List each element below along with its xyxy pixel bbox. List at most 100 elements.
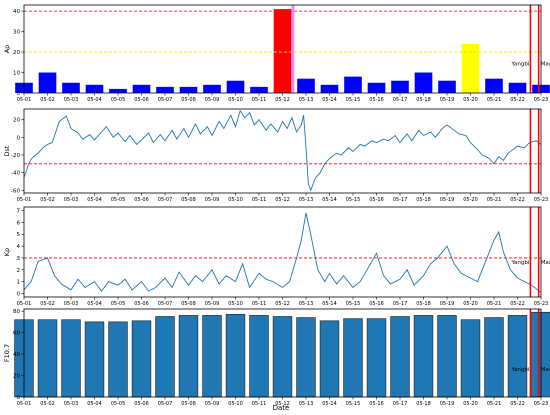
dst-xtick-label: 05-21	[487, 197, 502, 203]
f107-ytick-label: 80	[13, 309, 20, 315]
ap-bar-05-11	[250, 86, 268, 93]
ap-xtick-label: 05-11	[252, 97, 267, 103]
ap-bar-05-21	[485, 78, 503, 93]
f107-xtick-label: 05-23	[534, 401, 549, 407]
f107-xtick-label: 05-19	[440, 401, 455, 407]
ap-bar-05-02	[38, 72, 57, 93]
f107-xtick-label: 05-07	[158, 401, 173, 407]
dst-xtick-label: 05-01	[17, 197, 32, 203]
dst-panel: -60 -40 -20 0 20 Dst 05-01 05-02 05-03 05-04 05-05…	[3, 108, 548, 203]
kp-xtick-label: 05-04	[87, 301, 102, 307]
kp-xtick-label: 05-07	[158, 301, 173, 307]
kp-ytick-label: 4	[17, 244, 21, 250]
f107-xtick-label: 05-09	[205, 401, 220, 407]
dst-ytick-label: 0	[17, 135, 21, 141]
f107-y-axis-label: F10.7	[3, 344, 11, 362]
kp-xtick-label: 05-20	[463, 301, 478, 307]
dst-xtick-label: 05-18	[416, 197, 431, 203]
kp-event-label-maduo: Maduo	[541, 260, 550, 266]
f107-bar-05-13	[296, 317, 316, 398]
ap-bar-05-20	[461, 43, 480, 93]
dst-xtick-label: 05-19	[440, 197, 455, 203]
ap-ytick-label: 30	[13, 30, 20, 36]
kp-ytick-label: 1	[17, 280, 21, 286]
f107-xtick-label: 05-01	[17, 401, 32, 407]
dst-xtick-label: 05-06	[134, 197, 149, 203]
ap-bar-05-22	[508, 82, 527, 93]
kp-xtick-label: 05-12	[275, 301, 290, 307]
f107-bar-05-11	[249, 315, 269, 398]
kp-ytick-label: 5	[17, 232, 21, 238]
ap-ytick-label: 0	[17, 91, 21, 97]
kp-ytick-label: 0	[17, 291, 21, 297]
dst-xtick-label: 05-09	[205, 197, 220, 203]
ap-xtick-label: 05-02	[40, 97, 55, 103]
f107-xtick-label: 05-06	[134, 401, 149, 407]
f107-ytick-label: 0	[17, 395, 21, 401]
ap-xtick-label: 05-23	[534, 97, 549, 103]
kp-xtick-label: 05-19	[440, 301, 455, 307]
ap-panel: Yangbi Maduo 0 10 20 30 40 Ap 05-01 05-02 05-03 05-…	[3, 4, 550, 103]
kp-panel: Yangbi Maduo 0 1 2 3 4 5 6 7 Kp 05-01 05-02 05-03 05-0…	[3, 206, 550, 307]
ap-ytick-label: 20	[13, 50, 20, 56]
f107-xtick-label: 05-10	[228, 401, 243, 407]
ap-bar-05-15	[344, 76, 362, 93]
f107-bar-05-09	[202, 315, 222, 398]
f107-ytick-label: 20	[13, 374, 20, 380]
ap-xtick-label: 05-22	[510, 97, 525, 103]
dst-xtick-label: 05-22	[510, 197, 525, 203]
ap-xtick-label: 05-18	[416, 97, 431, 103]
f107-xtick-label: 05-12	[275, 401, 290, 407]
dst-xtick-label: 05-16	[369, 197, 384, 203]
ap-bar-05-10	[226, 80, 245, 93]
ap-ytick-label: 10	[13, 71, 20, 77]
f107-bar-05-14	[319, 320, 340, 398]
f107-xtick-label: 05-22	[510, 401, 525, 407]
kp-xtick-label: 05-05	[111, 301, 126, 307]
kp-y-axis-label: Kp	[3, 248, 11, 256]
kp-xtick-label: 05-16	[369, 301, 384, 307]
kp-xtick-label: 05-14	[322, 301, 337, 307]
f107-bar-05-08	[178, 315, 199, 398]
f107-bar-05-06	[131, 320, 152, 398]
ap-xtick-label: 05-03	[64, 97, 79, 103]
kp-xtick-label: 05-18	[416, 301, 431, 307]
ap-bar-05-18	[414, 72, 433, 93]
f107-event-label-yangbi: Yangbi	[510, 367, 529, 373]
f107-bar-05-20	[460, 319, 481, 398]
kp-ytick-label: 6	[17, 220, 21, 226]
ap-xtick-label: 05-21	[487, 97, 502, 103]
ap-ytick-label: 40	[13, 9, 20, 15]
ap-bar-05-16	[367, 82, 386, 93]
kp-xtick-label: 05-11	[252, 301, 267, 307]
dst-xtick-label: 05-12	[275, 197, 290, 203]
ap-xtick-label: 05-01	[17, 97, 32, 103]
f107-xtick-label: 05-08	[181, 401, 196, 407]
dst-y-axis-label: Dst	[3, 145, 11, 156]
f107-event-label-maduo: Maduo	[541, 367, 550, 373]
ap-y-axis-label: Ap	[3, 45, 11, 54]
ap-bar-05-12	[273, 9, 292, 93]
f107-bar-05-21	[484, 317, 504, 398]
f107-bar-05-18	[413, 315, 434, 398]
kp-xtick-label: 05-17	[393, 301, 408, 307]
ap-bar-05-04	[85, 84, 104, 93]
ap-bar-05-08	[179, 86, 198, 93]
dst-xtick-label: 05-02	[40, 197, 55, 203]
dst-xtick-label: 05-11	[252, 197, 267, 203]
kp-xtick-label: 05-02	[40, 301, 55, 307]
f107-xtick-label: 05-04	[87, 401, 102, 407]
kp-xtick-label: 05-23	[534, 301, 549, 307]
kp-xtick-label: 05-09	[205, 301, 220, 307]
kp-xtick-label: 05-22	[510, 301, 525, 307]
kp-xtick-label: 05-13	[299, 301, 314, 307]
kp-xtick-label: 05-01	[17, 301, 32, 307]
f107-bar-05-16	[366, 318, 387, 398]
kp-event-label-yangbi: Yangbi	[510, 260, 529, 266]
kp-xtick-label: 05-15	[346, 301, 361, 307]
ap-xtick-label: 05-13	[299, 97, 314, 103]
ap-bar-05-09	[203, 84, 221, 93]
dst-xtick-label: 05-17	[393, 197, 408, 203]
ap-xtick-label: 05-14	[322, 97, 337, 103]
